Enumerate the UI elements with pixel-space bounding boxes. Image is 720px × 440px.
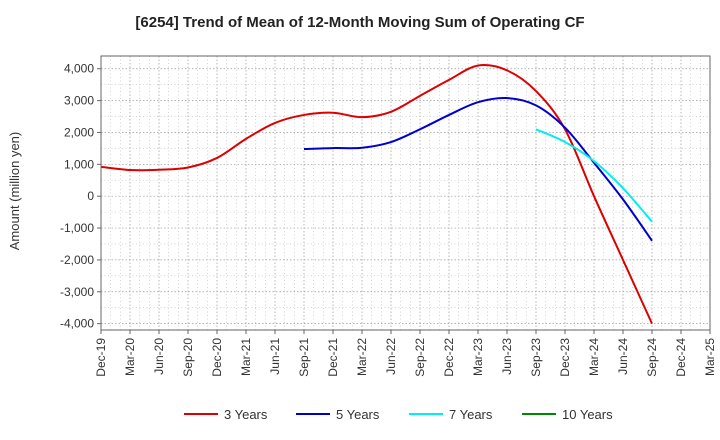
x-tick-label: Dec-23: [558, 338, 572, 377]
x-tick-label: Mar-20: [123, 338, 137, 376]
y-axis-ticks: 4,000 3,000 2,000 1,000 0 -1,000 -2,000 -3,000 -…: [60, 62, 101, 331]
x-tick-label: Jun-23: [500, 338, 514, 375]
x-tick-label: Dec-21: [326, 338, 340, 377]
x-tick-label: Dec-22: [442, 338, 456, 377]
legend: 3 Years 5 Years 7 Years 10 Years: [184, 407, 613, 422]
y-tick-label: 4,000: [64, 62, 94, 76]
series-line-2: [535, 128, 653, 223]
y-axis-label: Amount (million yen): [7, 132, 22, 251]
series-line-0: [100, 64, 653, 325]
x-tick-label: Mar-25: [703, 338, 717, 376]
x-tick-label: Mar-21: [239, 338, 253, 376]
y-tick-label: 1,000: [64, 157, 94, 171]
x-tick-label: Mar-24: [587, 338, 601, 376]
plot-area: [100, 55, 711, 331]
y-tick-label: -4,000: [60, 317, 94, 331]
x-tick-label: Sep-21: [297, 338, 311, 377]
x-tick-label: Sep-24: [645, 338, 659, 377]
series-line-1: [303, 96, 653, 242]
y-tick-label: -1,000: [60, 221, 94, 235]
x-tick-label: Sep-23: [529, 338, 543, 377]
y-tick-label: 2,000: [64, 125, 94, 139]
y-tick-label: -2,000: [60, 253, 94, 267]
y-tick-label: 3,000: [64, 94, 94, 108]
legend-label-2: 7 Years: [449, 407, 493, 422]
x-tick-label: Dec-24: [674, 338, 688, 377]
x-tick-label: Jun-22: [384, 338, 398, 375]
x-axis-ticks: Dec-19 Mar-20 Jun-20 Sep-20 Dec-20 Mar-21 Jun-…: [94, 330, 717, 377]
legend-label-1: 5 Years: [336, 407, 380, 422]
series-lines: [100, 64, 653, 325]
y-tick-label: 0: [87, 189, 94, 203]
x-tick-label: Mar-23: [471, 338, 485, 376]
x-tick-label: Jun-20: [152, 338, 166, 375]
x-tick-label: Mar-22: [355, 338, 369, 376]
y-tick-label: -3,000: [60, 285, 94, 299]
legend-label-3: 10 Years: [562, 407, 613, 422]
x-tick-label: Dec-20: [210, 338, 224, 377]
x-tick-label: Jun-21: [268, 338, 282, 375]
x-tick-label: Sep-22: [413, 338, 427, 377]
x-tick-label: Jun-24: [616, 338, 630, 375]
x-tick-label: Dec-19: [94, 338, 108, 377]
x-tick-label: Sep-20: [181, 338, 195, 377]
chart-title: [6254] Trend of Mean of 12-Month Moving …: [135, 14, 584, 31]
legend-label-0: 3 Years: [224, 407, 268, 422]
